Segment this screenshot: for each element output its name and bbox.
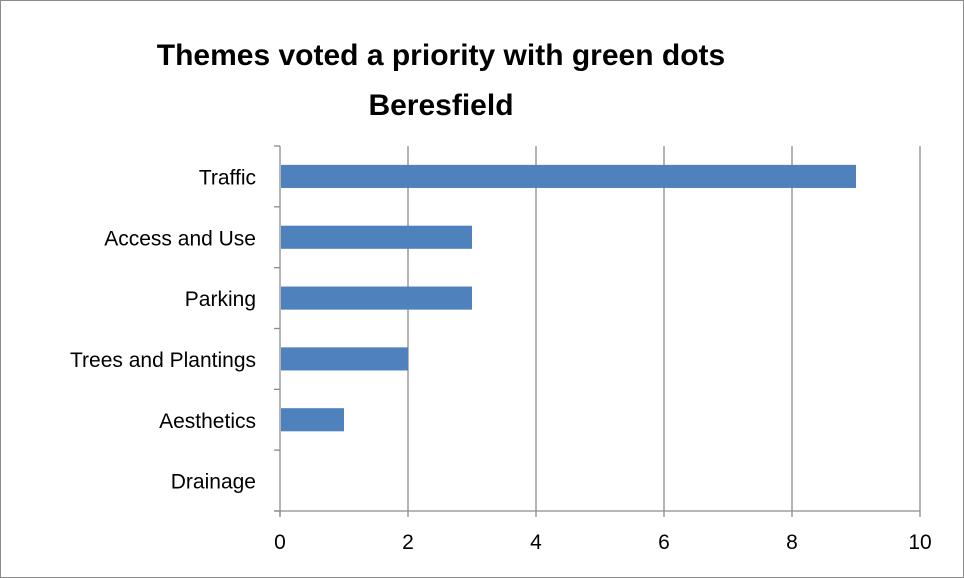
x-tick-label: 8	[786, 531, 798, 554]
bar	[281, 347, 408, 371]
y-category-label: Aesthetics	[159, 410, 256, 433]
chart-title-line1: Themes voted a priority with green dots	[156, 39, 726, 72]
x-tick-label: 6	[658, 531, 670, 554]
x-tick-label: 10	[908, 531, 931, 554]
y-category-label: Parking	[185, 288, 256, 311]
y-category-label: Trees and Plantings	[70, 349, 256, 372]
bar	[281, 286, 472, 310]
x-tick-label: 4	[530, 531, 542, 554]
bar	[281, 164, 856, 188]
y-category-label: Access and Use	[104, 227, 256, 250]
y-category-label: Drainage	[171, 471, 256, 494]
bar	[281, 225, 472, 249]
x-tick-label: 0	[274, 531, 286, 554]
y-category-label: Traffic	[199, 166, 256, 189]
bar	[281, 408, 344, 432]
chart-title-line2: Beresfield	[368, 89, 514, 122]
x-tick-label: 2	[402, 531, 414, 554]
